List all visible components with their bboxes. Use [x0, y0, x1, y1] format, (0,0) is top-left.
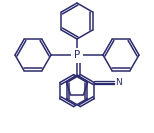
Text: N: N: [115, 78, 122, 87]
Text: P: P: [74, 50, 80, 60]
